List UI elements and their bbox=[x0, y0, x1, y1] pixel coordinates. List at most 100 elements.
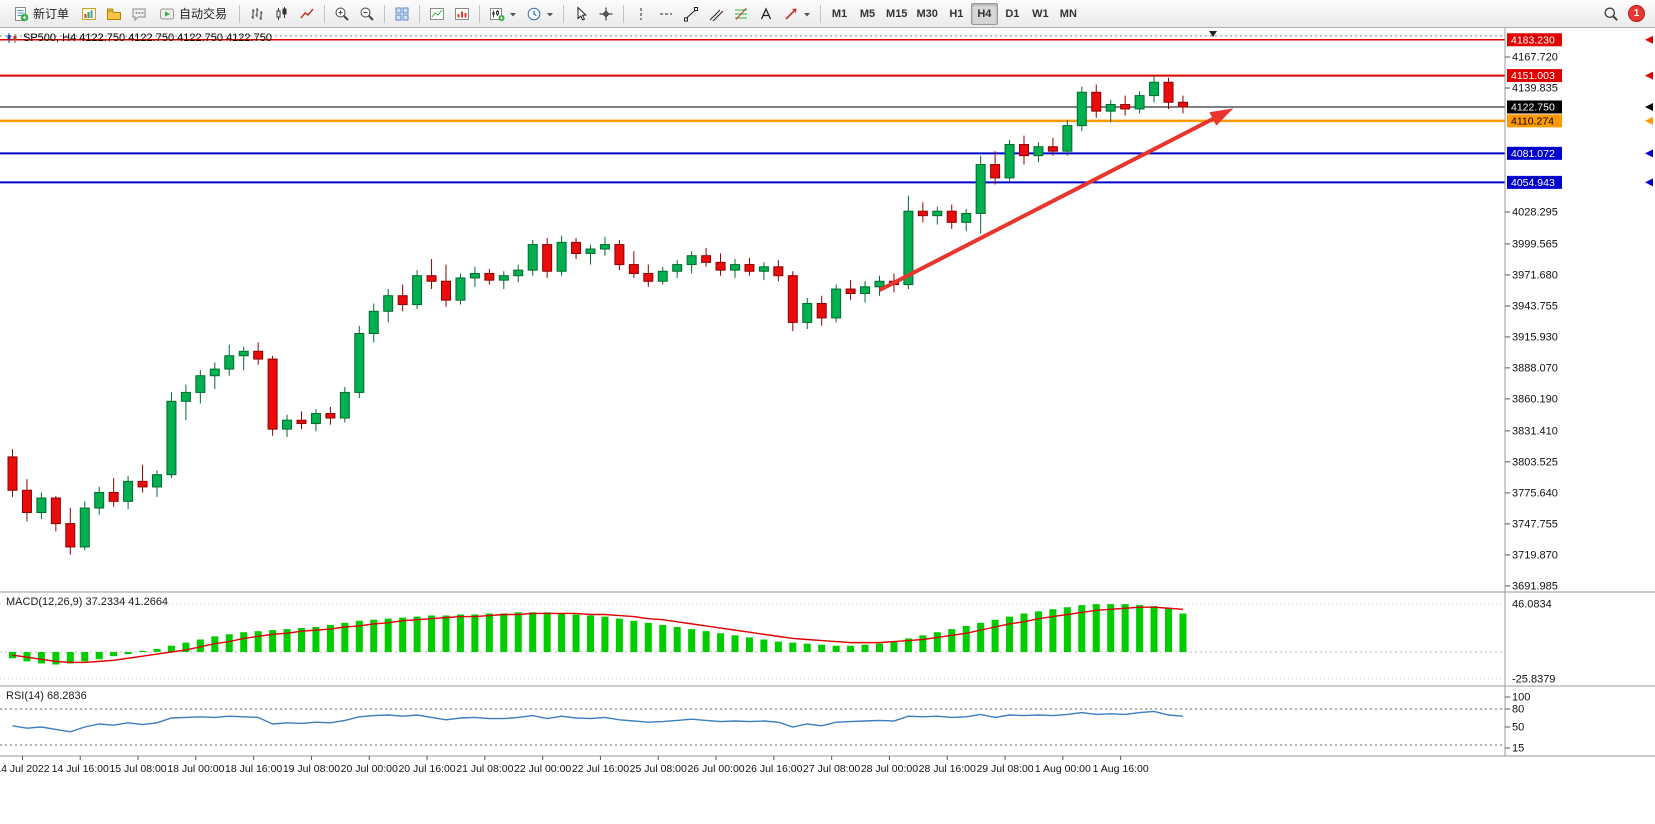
timeframe-w1[interactable]: W1 bbox=[1027, 3, 1054, 25]
timeframe-m1[interactable]: M1 bbox=[826, 3, 853, 25]
vertical-line-icon bbox=[640, 7, 642, 20]
toolbar-separator bbox=[384, 4, 386, 23]
candle bbox=[383, 289, 394, 323]
candle bbox=[426, 259, 437, 290]
objects-window-button[interactable] bbox=[450, 3, 474, 25]
crosshair-button[interactable] bbox=[594, 3, 618, 25]
macd-signal-line bbox=[12, 606, 1184, 664]
zoom-out-button[interactable] bbox=[355, 3, 379, 25]
new-order-label: 新订单 bbox=[33, 7, 70, 21]
time-axis-label: 25 Jul 08:00 bbox=[630, 763, 687, 775]
price-line-badge bbox=[1507, 69, 1562, 83]
indicators-window-button[interactable] bbox=[425, 3, 449, 25]
new-order-button[interactable]: 新订单 bbox=[6, 3, 76, 25]
cursor-icon bbox=[577, 5, 587, 21]
timeframe-mn[interactable]: MN bbox=[1055, 3, 1082, 25]
tile-windows-button[interactable] bbox=[390, 3, 414, 25]
text-label-icon bbox=[760, 6, 772, 19]
arrow-tool-button[interactable] bbox=[779, 3, 815, 25]
timeframe-m30[interactable]: M30 bbox=[912, 3, 941, 25]
candle bbox=[253, 342, 264, 365]
line-chart-button[interactable] bbox=[295, 3, 319, 25]
candles bbox=[7, 75, 1188, 555]
timeframe-m15[interactable]: M15 bbox=[882, 3, 911, 25]
horizontal-line-button[interactable] bbox=[654, 3, 678, 25]
candle bbox=[166, 392, 177, 479]
candle bbox=[498, 271, 509, 290]
rsi-indicator-label: RSI(14) 68.2836 bbox=[6, 690, 87, 702]
candle bbox=[758, 262, 769, 281]
price-line-badge bbox=[1507, 146, 1562, 160]
chart-title: SP500, H4 4122.750 4122.750 4122.750 412… bbox=[6, 32, 272, 44]
price-tick-label: 3691.985 bbox=[1512, 580, 1558, 592]
time-axis-label: 26 Jul 00:00 bbox=[687, 763, 744, 775]
candle bbox=[874, 275, 885, 296]
price-line-badge-label: 4151.003 bbox=[1511, 70, 1555, 82]
timeframe-d1[interactable]: D1 bbox=[999, 3, 1026, 25]
trend-line-button[interactable] bbox=[679, 3, 703, 25]
candle bbox=[701, 247, 712, 267]
candle bbox=[1149, 75, 1160, 103]
candle bbox=[238, 346, 249, 371]
time-axis-label: 18 Jul 00:00 bbox=[167, 763, 224, 775]
candle bbox=[513, 264, 524, 283]
charts-icon bbox=[82, 7, 97, 20]
candlestick-chart-button[interactable] bbox=[270, 3, 294, 25]
candle bbox=[354, 325, 365, 398]
fibonacci-button[interactable] bbox=[729, 3, 753, 25]
profiles-button[interactable] bbox=[102, 3, 126, 25]
line-edge-marker bbox=[1645, 35, 1653, 44]
timeframe-h1[interactable]: H1 bbox=[943, 3, 970, 25]
auto-trading-button[interactable]: 自动交易 bbox=[152, 3, 234, 25]
fibonacci-icon bbox=[735, 7, 748, 20]
candle bbox=[484, 269, 495, 285]
price-line-badge bbox=[1507, 175, 1562, 189]
price-tick-label: 3888.070 bbox=[1512, 362, 1558, 374]
profiles-icon bbox=[107, 8, 122, 20]
time-axis-label: 19 Jul 08:00 bbox=[283, 763, 340, 775]
bar-chart-button[interactable] bbox=[245, 3, 269, 25]
arrow-tool-icon bbox=[785, 8, 797, 20]
candle bbox=[961, 208, 972, 232]
timeframe-h4[interactable]: H4 bbox=[970, 2, 998, 25]
candle bbox=[21, 479, 32, 522]
chart-window[interactable]: 4167.720 4139.835 4028.295 3999.565 3971.680… bbox=[0, 28, 1655, 824]
zoom-in-button[interactable] bbox=[330, 3, 354, 25]
candle bbox=[94, 486, 105, 515]
rsi-line bbox=[12, 710, 1184, 733]
candle bbox=[108, 478, 119, 507]
trend-arrow-line[interactable] bbox=[878, 109, 1229, 292]
candle bbox=[787, 271, 798, 332]
candle bbox=[224, 344, 235, 376]
chart-canvas[interactable]: 4167.720 4139.835 4028.295 3999.565 3971.680… bbox=[0, 28, 1655, 824]
periods-clock-button[interactable] bbox=[522, 3, 558, 25]
time-axis-label: 15 Jul 08:00 bbox=[109, 763, 166, 775]
time-axis-label: 14 Jul 2022 bbox=[0, 763, 50, 775]
candle bbox=[571, 237, 582, 260]
candle bbox=[1120, 95, 1131, 116]
timeframe-m5[interactable]: M5 bbox=[854, 3, 881, 25]
time-axis-label: 20 Jul 00:00 bbox=[341, 763, 398, 775]
candle bbox=[946, 204, 957, 230]
text-label-button[interactable] bbox=[754, 3, 778, 25]
search-button[interactable] bbox=[1599, 3, 1623, 25]
timeframe-group: M1 M5 M15 M30 H1 H4 D1 W1 MN bbox=[826, 2, 1082, 25]
toolbar-separator bbox=[820, 4, 822, 23]
line-chart-icon bbox=[300, 8, 314, 18]
candle bbox=[1076, 86, 1087, 132]
candle bbox=[469, 266, 480, 287]
candlestick-chart-icon bbox=[276, 6, 287, 20]
equidistant-channel-button[interactable] bbox=[704, 3, 728, 25]
candle bbox=[412, 270, 423, 310]
candle bbox=[282, 414, 293, 437]
line-edge-marker bbox=[1645, 149, 1653, 158]
quotes-button[interactable] bbox=[127, 3, 151, 25]
new-chart-button[interactable] bbox=[485, 3, 521, 25]
cursor-button[interactable] bbox=[569, 3, 593, 25]
time-axis-label: 26 Jul 16:00 bbox=[745, 763, 802, 775]
candle bbox=[310, 409, 321, 432]
charts-button[interactable] bbox=[77, 3, 101, 25]
notification-badge[interactable]: 1 bbox=[1628, 5, 1645, 22]
candle bbox=[643, 264, 654, 287]
vertical-line-button[interactable] bbox=[629, 3, 653, 25]
